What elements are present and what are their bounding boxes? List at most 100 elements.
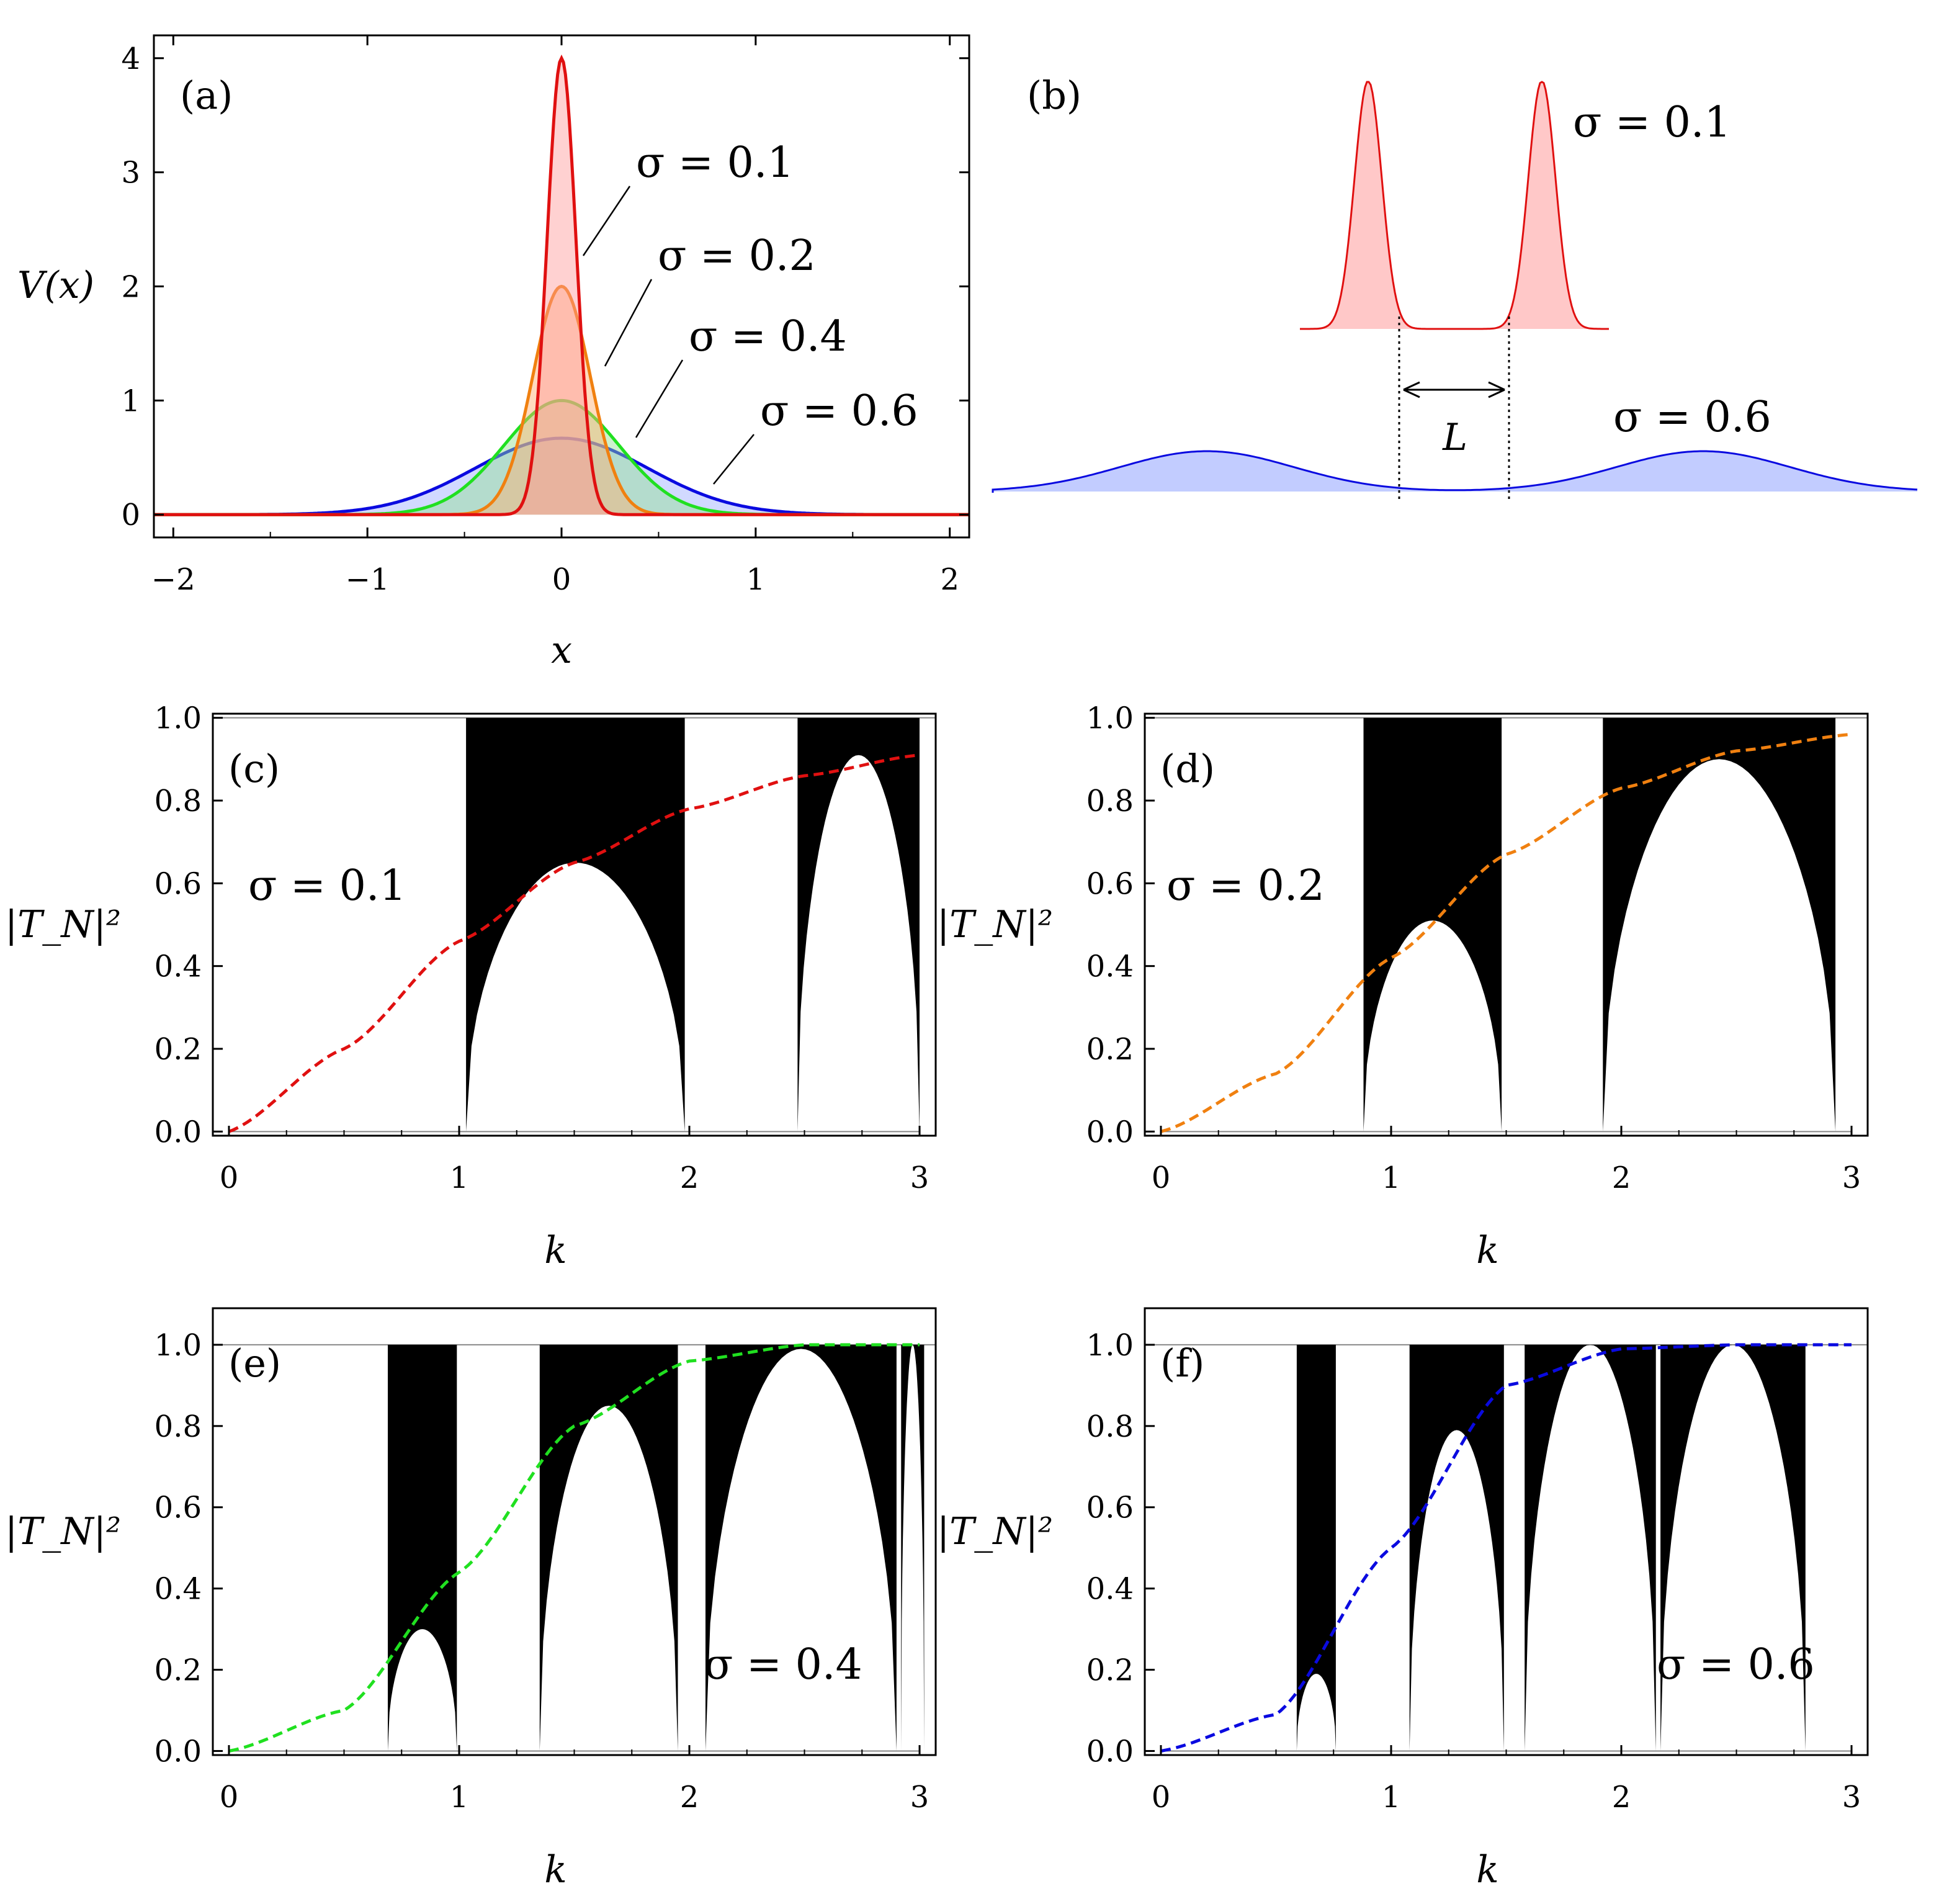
transmission-band-3 — [901, 1344, 925, 1751]
x-axis-label: x — [551, 629, 572, 672]
potential-fill-1 — [154, 286, 969, 515]
y-tick-label: 0.2 — [154, 1032, 202, 1067]
x-axis-label: k — [1476, 1848, 1498, 1892]
transmission-band-1 — [797, 717, 920, 1132]
y-tick-label: 1.0 — [154, 701, 202, 736]
transmission-band-3 — [1660, 1344, 1806, 1751]
y-tick-label: 0.6 — [1086, 1491, 1134, 1525]
y-tick-label: 1.0 — [1086, 1328, 1134, 1363]
x-tick-label: 0 — [220, 1161, 239, 1195]
sigma-label: σ = 0.4 — [704, 1640, 862, 1689]
transmission-band-1 — [1409, 1344, 1504, 1751]
sigma-label-1: σ = 0.2 — [658, 231, 816, 281]
x-tick-label: 2 — [1612, 1161, 1631, 1195]
y-tick-label: 0.0 — [154, 1734, 202, 1769]
y-tick-label: 0.8 — [1086, 1409, 1134, 1444]
y-tick-label: 1.0 — [154, 1328, 202, 1363]
y-tick-label: 0.4 — [154, 950, 202, 984]
y-tick-label: 1 — [121, 384, 140, 418]
panel-e: 0 1 2 3 0.0 0.2 0.4 0.6 0.8 1.0 k |T_N|² (e) σ = 0.4 — [5, 1307, 937, 1892]
leader-line-0 — [582, 186, 631, 256]
x-tick-label: 1 — [1382, 1780, 1401, 1815]
y-tick-label: 0.8 — [154, 784, 202, 819]
y-tick-label: 1.0 — [1086, 701, 1134, 736]
sigma-label-bottom: σ = 0.6 — [1613, 393, 1771, 442]
y-tick-label: 0.0 — [1086, 1734, 1134, 1769]
y-tick-label: 0.8 — [154, 1409, 202, 1444]
y-tick-label: 0.0 — [1086, 1115, 1134, 1149]
potential-fill-0 — [154, 58, 969, 515]
x-tick-label: 2 — [680, 1780, 699, 1815]
y-tick-label: 0.4 — [154, 1572, 202, 1607]
x-tick-label: 1 — [1382, 1161, 1401, 1195]
y-tick-label: 0.0 — [154, 1115, 202, 1149]
arrow-head-right — [1488, 381, 1505, 398]
y-tick-label: 0.2 — [1086, 1032, 1134, 1067]
x-tick-label: 1 — [450, 1780, 469, 1815]
transmission-band-0 — [466, 717, 685, 1132]
barrier-curve-bottom — [992, 450, 1918, 493]
x-tick-label: 0 — [552, 562, 571, 597]
transmission-band-2 — [1525, 1344, 1656, 1751]
x-tick-label: 0 — [220, 1780, 239, 1815]
sigma-label-0: σ = 0.1 — [636, 138, 794, 187]
x-tick-label: −2 — [151, 562, 195, 597]
transmission-band-2 — [705, 1344, 897, 1751]
y-axis-label: |T_N|² — [5, 1510, 121, 1553]
x-tick-label: 1 — [746, 562, 766, 597]
y-axis-label: |T_N|² — [937, 903, 1053, 946]
x-tick-label: 2 — [940, 562, 959, 597]
y-tick-label: 0.6 — [154, 866, 202, 901]
x-axis-label: k — [544, 1229, 566, 1272]
barrier-curve-top — [1300, 81, 1609, 330]
transmission-band-0 — [1363, 717, 1502, 1132]
single-barrier-envelope — [1160, 1343, 1852, 1753]
x-axis-label: k — [1476, 1229, 1498, 1272]
leader-line-3 — [713, 434, 755, 485]
x-tick-label: −1 — [346, 562, 390, 597]
panel-label: (f) — [1160, 1340, 1204, 1386]
barrier-fill-bottom — [993, 451, 1917, 493]
y-tick-label: 3 — [121, 156, 140, 191]
sigma-label-top: σ = 0.1 — [1573, 98, 1731, 147]
y-axis-label: V(x) — [17, 264, 94, 307]
x-axis-label: k — [544, 1848, 566, 1892]
y-tick-label: 0 — [121, 498, 140, 532]
x-tick-label: 2 — [1612, 1780, 1631, 1815]
y-tick-label: 0.2 — [154, 1653, 202, 1688]
sigma-label-3: σ = 0.6 — [760, 387, 918, 436]
panel-c: 0 1 2 3 0.0 0.2 0.4 0.6 0.8 1.0 k |T_N|² (c) σ = 0.1 — [5, 701, 937, 1272]
y-tick-label: 0.6 — [1086, 866, 1134, 901]
panel-f: 0 1 2 3 0.0 0.2 0.4 0.6 0.8 1.0 k |T_N|² (f) σ = 0.6 — [937, 1307, 1869, 1892]
panel-label: (a) — [180, 73, 233, 118]
y-tick-label: 0.2 — [1086, 1653, 1134, 1688]
y-tick-label: 2 — [121, 270, 140, 305]
spacing-label: L — [1442, 416, 1467, 459]
x-tick-label: 0 — [1152, 1780, 1171, 1815]
x-tick-label: 3 — [1842, 1780, 1861, 1815]
x-tick-label: 3 — [910, 1780, 929, 1815]
single-barrier-envelope — [228, 1343, 920, 1753]
panel-d: 0 1 2 3 0.0 0.2 0.4 0.6 0.8 1.0 k |T_N|² (d) σ = 0.2 — [937, 701, 1869, 1272]
leader-line-1 — [604, 279, 653, 367]
sigma-label-2: σ = 0.4 — [689, 312, 847, 361]
sigma-label: σ = 0.2 — [1167, 861, 1325, 910]
y-tick-label: 0.4 — [1086, 950, 1134, 984]
transmission-band-0 — [1296, 1344, 1336, 1751]
y-axis-label: |T_N|² — [5, 903, 121, 946]
arrow-head-left — [1403, 381, 1420, 398]
panel-b: (b) Lσ = 0.1 σ = 0.6 — [992, 73, 1918, 501]
y-tick-label: 0.8 — [1086, 784, 1134, 819]
potential-fill-3 — [154, 438, 969, 515]
x-tick-label: 3 — [1842, 1161, 1861, 1195]
y-tick-label: 4 — [121, 42, 140, 76]
transmission-band-0 — [388, 1344, 457, 1751]
x-tick-label: 3 — [910, 1161, 929, 1195]
panel-label: (b) — [1027, 73, 1081, 118]
potential-curve-0 — [154, 54, 969, 516]
x-tick-label: 0 — [1152, 1161, 1171, 1195]
single-barrier-envelope — [1160, 732, 1852, 1133]
potential-fill-2 — [154, 400, 969, 515]
panel-label: (d) — [1160, 746, 1215, 791]
